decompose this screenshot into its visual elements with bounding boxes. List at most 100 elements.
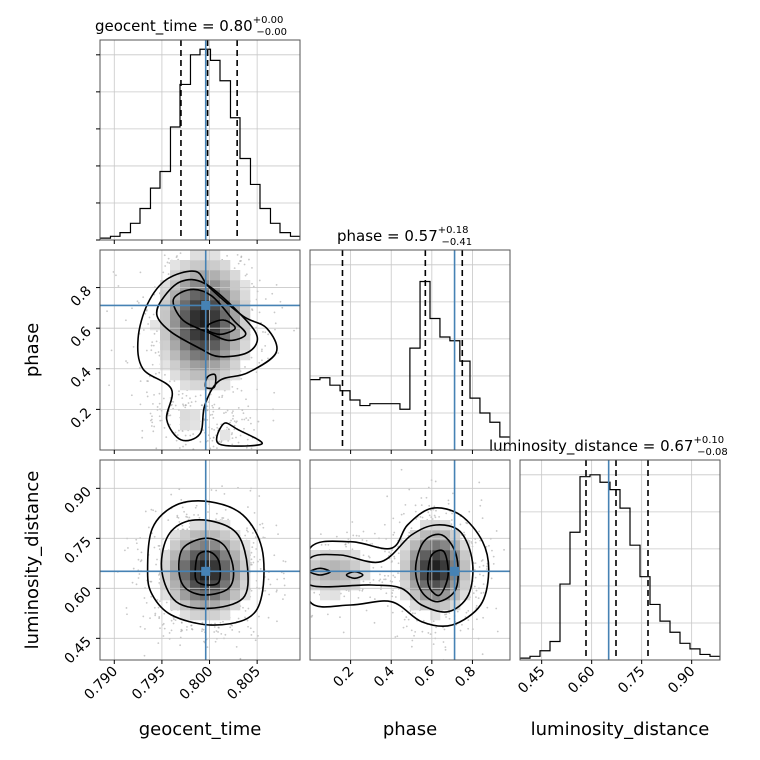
- sample-point-phase-vs-luminosity_distance: [445, 616, 447, 618]
- density-cell-phase-vs-luminosity_distance: [420, 570, 431, 581]
- sample-point-geocent_time-vs-phase: [239, 260, 241, 262]
- density-cell-phase-vs-luminosity_distance: [420, 550, 431, 561]
- sample-point-geocent_time-vs-luminosity_distance: [254, 639, 257, 642]
- sample-point-phase-vs-luminosity_distance: [379, 578, 382, 581]
- sample-point-phase-vs-luminosity_distance: [448, 611, 451, 614]
- sample-point-phase-vs-luminosity_distance: [290, 565, 292, 567]
- density-cell-phase-vs-luminosity_distance: [440, 570, 451, 581]
- sample-point-geocent_time-vs-phase: [226, 254, 229, 257]
- sample-point-geocent_time-vs-luminosity_distance: [246, 527, 248, 530]
- sample-point-phase-vs-luminosity_distance: [435, 509, 437, 512]
- sample-point-phase-vs-luminosity_distance: [391, 595, 394, 598]
- density-cell-geocent_time-vs-phase: [170, 290, 181, 301]
- sample-point-phase-vs-luminosity_distance: [303, 579, 305, 581]
- sample-point-phase-vs-luminosity_distance: [495, 530, 498, 532]
- sample-point-phase-vs-luminosity_distance: [346, 531, 348, 534]
- density-cell-geocent_time-vs-phase: [170, 260, 181, 271]
- sample-point-geocent_time-vs-phase: [245, 398, 247, 401]
- sample-point-phase-vs-luminosity_distance: [362, 530, 365, 533]
- sample-point-geocent_time-vs-phase: [210, 244, 212, 246]
- sample-point-geocent_time-vs-luminosity_distance: [140, 559, 143, 562]
- sample-point-geocent_time-vs-phase: [199, 440, 202, 443]
- sample-point-phase-vs-luminosity_distance: [397, 552, 400, 555]
- sample-point-geocent_time-vs-luminosity_distance: [224, 509, 227, 511]
- sample-point-geocent_time-vs-phase: [149, 412, 152, 415]
- density-cell-geocent_time-vs-luminosity_distance: [180, 570, 191, 581]
- sample-point-geocent_time-vs-luminosity_distance: [154, 612, 157, 615]
- sample-point-geocent_time-vs-luminosity_distance: [229, 626, 232, 629]
- sample-point-geocent_time-vs-phase: [182, 404, 185, 407]
- density-cell-geocent_time-vs-phase: [220, 280, 231, 291]
- density-cell-geocent_time-vs-luminosity_distance: [160, 590, 171, 601]
- sample-point-phase-vs-luminosity_distance: [383, 523, 386, 526]
- sample-point-phase-vs-luminosity_distance: [394, 576, 396, 579]
- sample-point-phase-vs-luminosity_distance: [450, 528, 453, 530]
- density-cell-geocent_time-vs-phase: [220, 360, 231, 371]
- density-geocent_time-vs-phase: [150, 250, 251, 441]
- sample-point-geocent_time-vs-phase: [206, 419, 209, 421]
- y-tick-label-phase: 0.8: [68, 283, 95, 310]
- density-cell-phase-vs-luminosity_distance: [420, 530, 431, 541]
- density-cell-geocent_time-vs-luminosity_distance: [210, 600, 221, 611]
- sample-point-phase-vs-luminosity_distance: [459, 629, 462, 632]
- density-cell-geocent_time-vs-phase: [170, 320, 181, 331]
- sample-point-phase-vs-luminosity_distance: [447, 499, 450, 502]
- density-cell-geocent_time-vs-luminosity_distance: [160, 560, 171, 571]
- sample-point-geocent_time-vs-luminosity_distance: [135, 583, 138, 586]
- x-axis-label-luminosity-distance: luminosity_distance: [531, 719, 710, 740]
- sample-point-geocent_time-vs-luminosity_distance: [140, 551, 143, 554]
- sample-point-phase-vs-luminosity_distance: [291, 521, 293, 523]
- sample-point-geocent_time-vs-phase: [153, 393, 155, 396]
- density-cell-phase-vs-luminosity_distance: [460, 570, 471, 581]
- density-cell-geocent_time-vs-phase: [230, 320, 241, 331]
- sample-point-phase-vs-luminosity_distance: [464, 616, 467, 618]
- histogram-geocent_time: [100, 40, 300, 240]
- sample-point-geocent_time-vs-luminosity_distance: [123, 549, 126, 552]
- density-cell-geocent_time-vs-phase: [240, 320, 251, 331]
- density-cell-geocent_time-vs-phase: [240, 290, 251, 301]
- sample-point-phase-vs-luminosity_distance: [261, 581, 263, 583]
- sample-point-geocent_time-vs-luminosity_distance: [275, 589, 278, 592]
- sample-point-phase-vs-luminosity_distance: [404, 503, 407, 506]
- density-cell-geocent_time-vs-phase: [170, 370, 181, 381]
- sample-point-geocent_time-vs-luminosity_distance: [231, 629, 234, 631]
- sample-point-phase-vs-luminosity_distance: [410, 527, 413, 530]
- sample-point-geocent_time-vs-phase: [261, 348, 263, 351]
- sample-point-phase-vs-luminosity_distance: [383, 578, 385, 581]
- sample-point-geocent_time-vs-phase: [213, 403, 216, 406]
- sample-point-geocent_time-vs-luminosity_distance: [213, 626, 216, 628]
- x-axis-label-phase: phase: [383, 719, 437, 740]
- sample-point-phase-vs-luminosity_distance: [452, 492, 454, 495]
- sample-point-phase-vs-luminosity_distance: [420, 497, 423, 499]
- sample-point-phase-vs-luminosity_distance: [450, 523, 453, 526]
- sample-point-geocent_time-vs-luminosity_distance: [259, 523, 261, 526]
- sample-point-geocent_time-vs-luminosity_distance: [153, 546, 156, 549]
- sample-point-phase-vs-luminosity_distance: [372, 578, 375, 581]
- sample-point-phase-vs-luminosity_distance: [414, 630, 417, 633]
- density-cell-geocent_time-vs-luminosity_distance: [220, 530, 231, 541]
- sample-point-phase-vs-luminosity_distance: [386, 495, 389, 498]
- density-cell-geocent_time-vs-phase: [240, 340, 251, 351]
- sample-point-geocent_time-vs-phase: [249, 237, 251, 239]
- density-cell-geocent_time-vs-phase: [190, 280, 201, 291]
- sample-point-geocent_time-vs-luminosity_distance: [145, 602, 148, 604]
- sample-point-phase-vs-luminosity_distance: [301, 592, 303, 594]
- sample-point-geocent_time-vs-luminosity_distance: [246, 619, 249, 622]
- sample-point-geocent_time-vs-phase: [239, 434, 242, 437]
- sample-point-geocent_time-vs-luminosity_distance: [276, 578, 279, 581]
- density-cell-geocent_time-vs-luminosity_distance: [170, 560, 181, 571]
- contour-line-phase-vs-luminosity_distance: [426, 549, 450, 597]
- sample-point-geocent_time-vs-phase: [153, 332, 156, 335]
- sample-point-geocent_time-vs-phase: [108, 384, 110, 387]
- sample-point-geocent_time-vs-phase: [157, 351, 160, 353]
- sample-point-geocent_time-vs-phase: [240, 256, 243, 259]
- sample-point-phase-vs-luminosity_distance: [492, 661, 494, 663]
- sample-point-phase-vs-luminosity_distance: [384, 550, 386, 553]
- sample-point-geocent_time-vs-phase: [236, 387, 239, 390]
- density-cell-phase-vs-luminosity_distance: [340, 560, 351, 571]
- sample-point-geocent_time-vs-phase: [150, 418, 153, 421]
- sample-point-geocent_time-vs-luminosity_distance: [247, 625, 249, 628]
- panel-frame-phase-vs-luminosity_distance: [309, 459, 511, 661]
- sample-point-geocent_time-vs-luminosity_distance: [250, 633, 253, 636]
- sample-point-geocent_time-vs-luminosity_distance: [262, 526, 265, 529]
